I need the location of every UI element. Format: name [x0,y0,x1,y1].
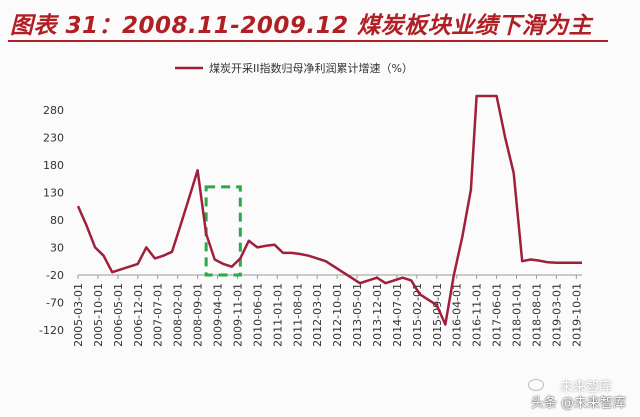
x-tick-label: 2015-09-01 [431,283,444,347]
x-tick-label: 2014-07-01 [391,283,404,347]
x-tick-label: 2006-05-01 [112,283,125,347]
legend-label: 煤炭开采II指数归母净利润累计增速（%） [209,61,413,75]
x-tick-label: 2013-05-01 [351,283,364,347]
legend: 煤炭开采II指数归母净利润累计增速（%） [175,61,413,75]
x-tick-label: 2018-08-01 [530,283,543,347]
watermark-ghost: 未来智库 [559,380,612,395]
x-tick-label: 2006-12-01 [132,283,145,347]
title-underline [8,40,608,42]
x-tick-label: 2005-10-01 [92,283,105,347]
y-axis: -120 -70 -20 30 80 130 180 230 280 [39,104,64,337]
y-tick-label: 130 [43,186,64,199]
y-tick-label: 180 [43,159,64,172]
x-tick-label: 2013-12-01 [371,283,384,347]
chart-header: 图表 31：2008.11-2009.12 煤炭板块业绩下滑为主 [0,0,640,42]
x-axis: 2005-03-01 2005-10-01 2006-05-01 2006-12-01… [72,274,583,347]
x-tick-label: 2015-02-01 [411,283,424,347]
x-tick-label: 2016-04-01 [451,283,464,347]
x-tick-label: 2017-06-01 [491,283,504,347]
x-tick-label: 2016-11-01 [471,283,484,347]
x-tick-label: 2019-03-01 [550,283,563,347]
x-tick-label: 2007-07-01 [152,283,165,347]
y-tick-label: -20 [46,269,64,282]
x-tick-label: 2011-08-01 [291,283,304,347]
x-tick-label: 2009-11-01 [231,283,244,347]
y-tick-label: 230 [43,131,64,144]
y-tick-label: -120 [39,324,64,337]
wechat-icon [528,379,544,391]
y-tick-label: 280 [43,104,64,117]
y-tick-label: 80 [50,214,64,227]
x-tick-label: 2019-10-01 [570,283,583,347]
x-tick-label: 2005-03-01 [72,283,85,347]
series-line [76,94,582,326]
chart-title: 图表 31：2008.11-2009.12 煤炭板块业绩下滑为主 [10,13,593,39]
x-tick-label: 2008-09-01 [192,283,205,347]
x-tick-label: 2012-03-01 [311,283,324,347]
y-tick-label: -70 [46,296,64,309]
x-tick-label: 2012-10-01 [331,283,344,347]
x-tick-label: 2008-02-01 [172,283,185,347]
x-tick-label: 2018-01-01 [511,283,524,347]
x-tick-label: 2009-04-01 [212,283,225,347]
x-tick-label: 2010-06-01 [251,283,264,347]
x-tick-label: 2011-01-01 [271,283,284,347]
watermark: 头条 @未来智库 [530,396,626,411]
y-tick-label: 30 [50,241,64,254]
